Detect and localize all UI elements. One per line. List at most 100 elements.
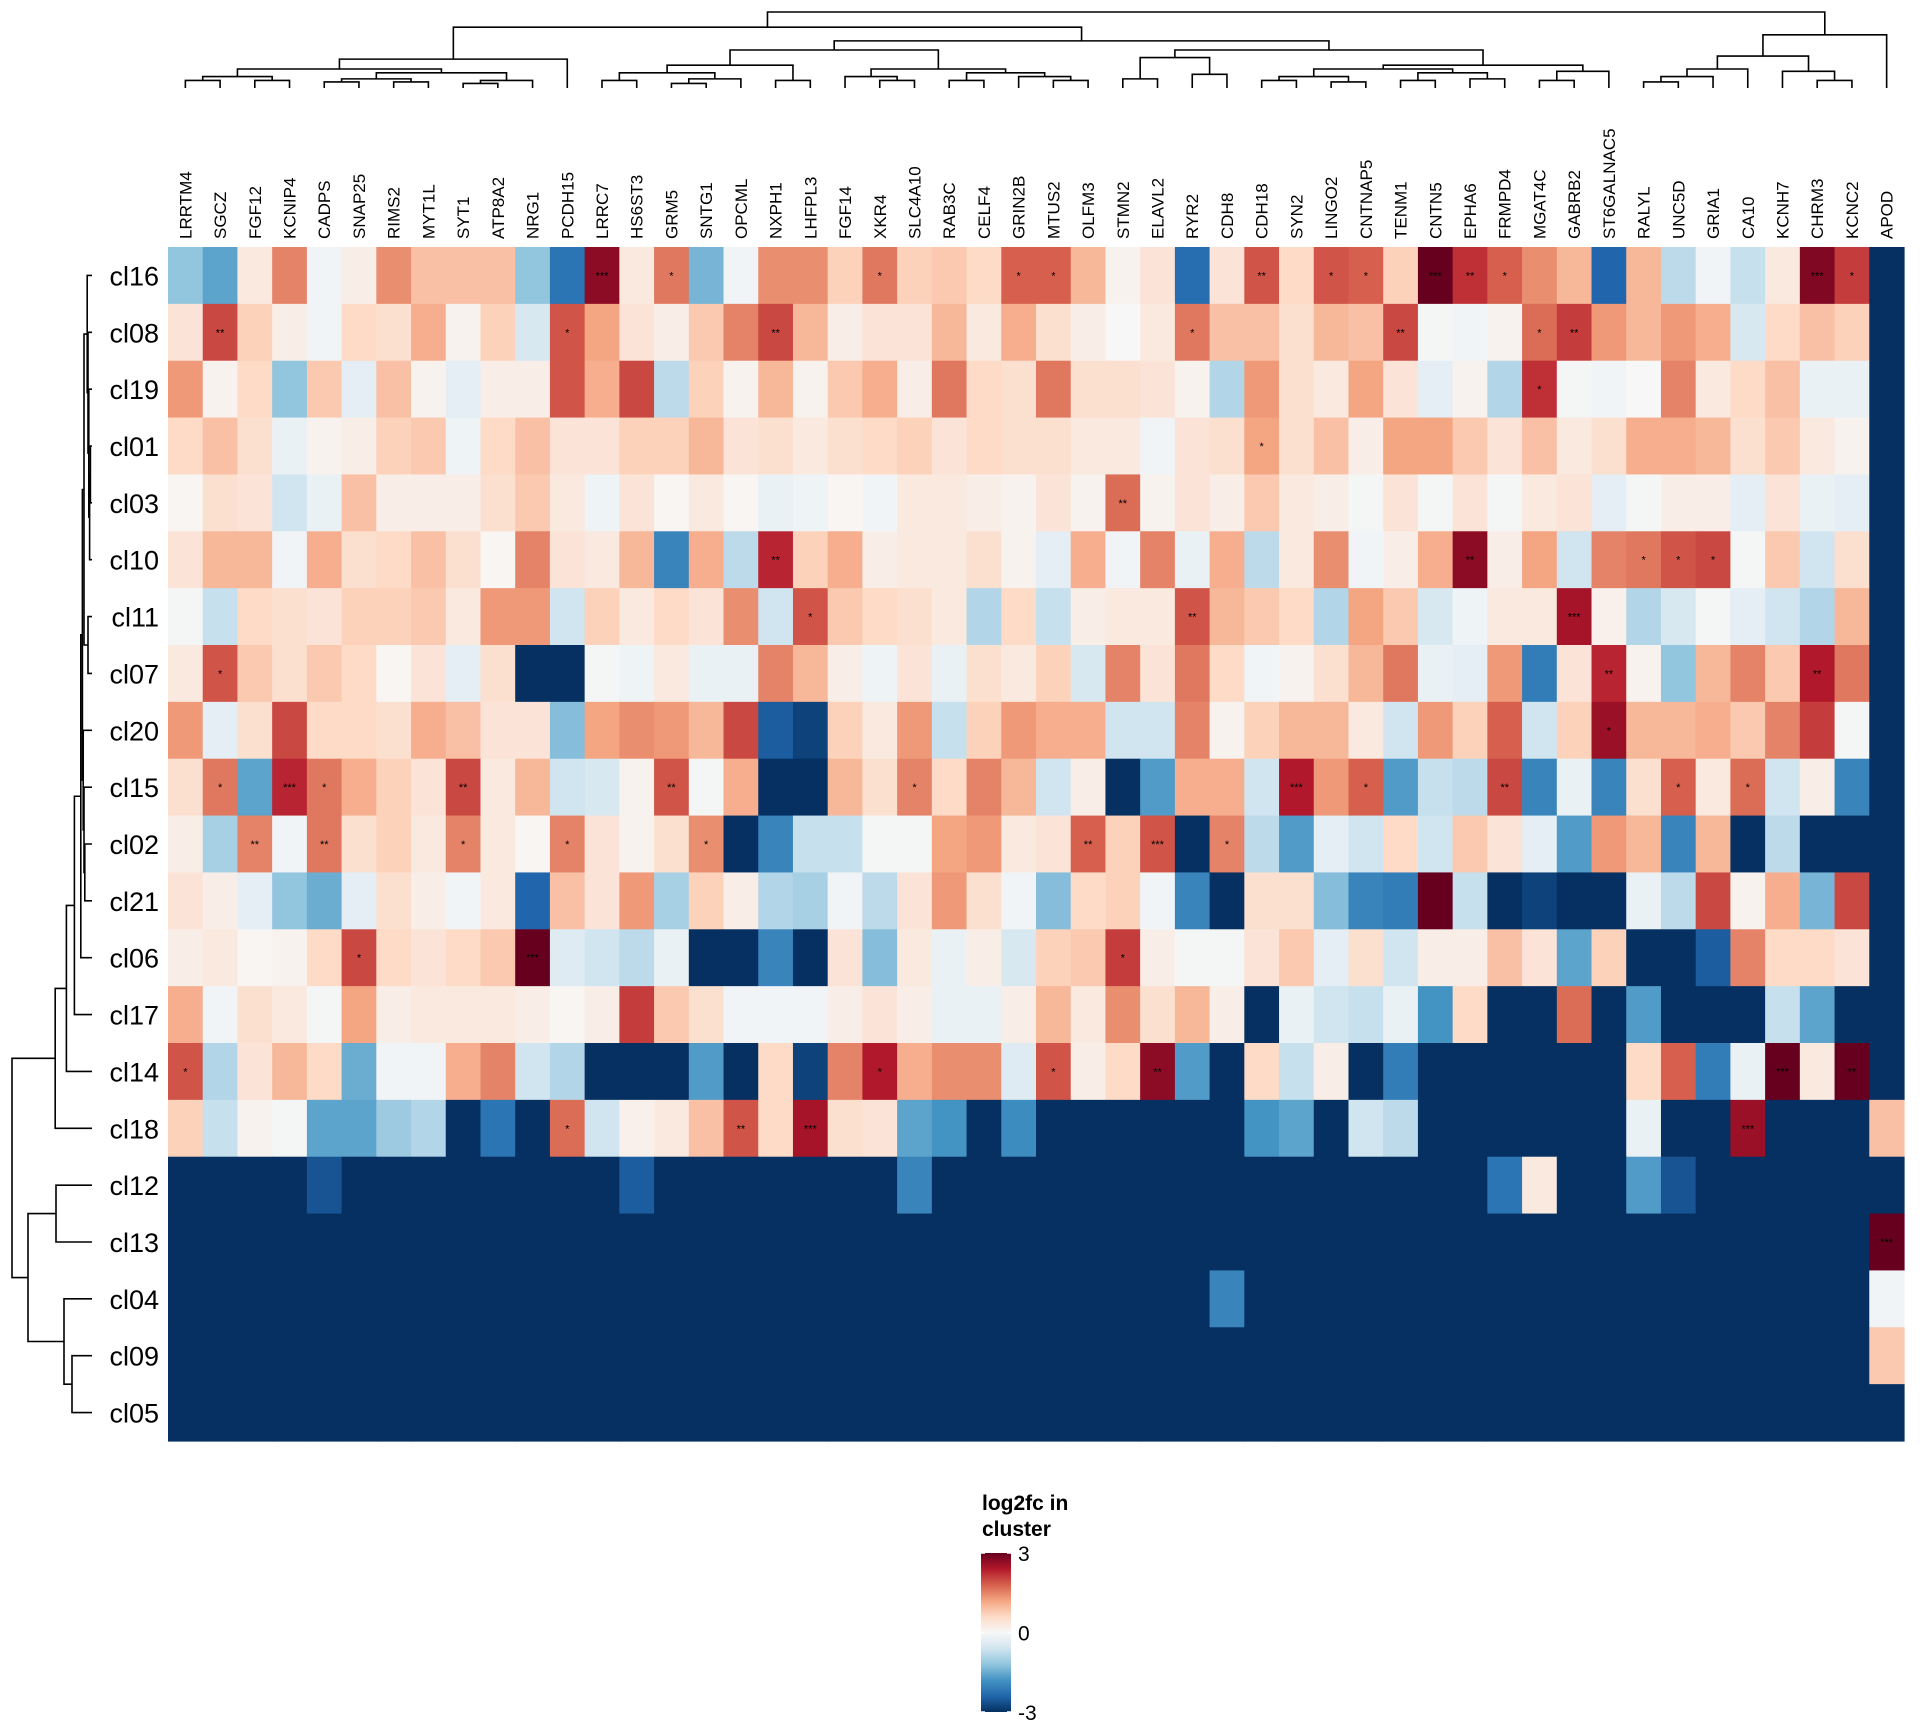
heatmap-cell-cl14-ELAVL2	[1140, 1043, 1176, 1101]
heatmap-cell-cl11-PCDH15	[549, 588, 586, 646]
row-label: cl06	[109, 944, 159, 974]
heatmap-cell-cl19-OPCML	[723, 360, 759, 419]
dendrogram-branch	[65, 904, 92, 1073]
heatmap-cell-cl20-SYT1	[445, 701, 482, 760]
heatmap-cell-cl20-CA10	[1730, 701, 1766, 760]
heatmap-cell-cl21-MTUS2	[1036, 872, 1072, 930]
heatmap-cell-cl15-KCNH7	[1765, 758, 1801, 817]
heatmap-cell-cl14-LRRC7	[584, 1043, 620, 1101]
row-label: cl14	[109, 1057, 159, 1087]
heatmap-cell-cl20-CNTNAP5	[1348, 701, 1384, 760]
heatmap-cell-cl21-UNC5D	[1660, 872, 1697, 930]
heatmap-cell-cl13-MYT1L	[411, 1213, 447, 1272]
heatmap-cell-cl20-SGCZ	[202, 701, 239, 760]
significance-mark: **	[771, 327, 780, 339]
heatmap-cell-cl13-FGF14	[827, 1213, 863, 1272]
heatmap-cell-cl18-RAB3C	[931, 1099, 968, 1158]
heatmap-cell-cl19-LINGO2	[1313, 360, 1350, 419]
heatmap-cell-cl09-OPCML	[723, 1327, 759, 1385]
column-label: GABRB2	[1565, 170, 1584, 239]
column-dendrogram	[184, 11, 1888, 88]
heatmap-cell-cl17-FGF12	[237, 986, 273, 1044]
heatmap-cell-cl18-GRIN2B	[1001, 1099, 1037, 1158]
heatmap-cell-cl13-SLC4A10	[897, 1213, 933, 1272]
heatmap-cell-cl21-GABRB2	[1556, 872, 1593, 930]
heatmap-cell-cl02-SGCZ	[202, 815, 239, 874]
heatmap-cell-cl09-GRIA1	[1695, 1327, 1731, 1385]
heatmap-cell-cl08-CADPS	[306, 303, 343, 362]
heatmap-cell-cl04-ST6GALNAC5	[1591, 1270, 1627, 1328]
heatmap-cell-cl13-UNC5D	[1660, 1213, 1697, 1272]
heatmap-cell-cl06-CHRM3	[1799, 929, 1836, 987]
significance-mark: *	[1537, 384, 1542, 396]
heatmap-cell-cl03-SNTG1	[688, 474, 725, 532]
heatmap-cell-cl20-ST6GALNAC5	[1591, 701, 1627, 760]
heatmap-cell-cl06-APOD	[1869, 929, 1905, 987]
heatmap-cell-cl13-SNTG1	[688, 1213, 725, 1272]
heatmap-cell-cl10-NXPH1	[758, 531, 794, 589]
heatmap-cell-cl14-SYN2	[1279, 1043, 1315, 1101]
heatmap-cell-cl03-GABRB2	[1556, 474, 1593, 532]
heatmap-cell-cl09-TENM1	[1383, 1327, 1419, 1385]
heatmap-cell-cl20-MTUS2	[1036, 701, 1072, 760]
dendrogram-branch	[452, 26, 1083, 60]
heatmap-cell-cl21-EPHA6	[1452, 872, 1488, 930]
heatmap-cell-cl16-GRIN2B	[1001, 247, 1037, 305]
heatmap-cell-cl07-GABRB2	[1556, 645, 1593, 703]
heatmap-cell-cl06-RIMS2	[376, 929, 412, 987]
heatmap-cell-cl12-ST6GALNAC5	[1591, 1156, 1627, 1215]
heatmap-cell-cl02-GRIN2B	[1001, 815, 1037, 874]
heatmap-cell-cl11-CNTNAP5	[1348, 588, 1384, 646]
heatmap-cell-cl21-SGCZ	[202, 872, 239, 930]
heatmap-cell-cl03-KCNC2	[1834, 474, 1870, 532]
heatmap-cell-cl09-KCNC2	[1834, 1327, 1870, 1385]
heatmap-cell-cl14-SGCZ	[202, 1043, 239, 1101]
heatmap-cell-cl15-SNAP25	[341, 758, 377, 817]
heatmap-cell-cl13-EPHA6	[1452, 1213, 1488, 1272]
heatmap-cell-cl12-CA10	[1730, 1156, 1766, 1215]
heatmap-cell-cl06-RALYL	[1626, 929, 1662, 987]
heatmap-cell-cl10-CADPS	[306, 531, 343, 589]
heatmap-cell-cl04-KCNH7	[1765, 1270, 1801, 1328]
heatmap-cell-cl15-LRRTM4	[168, 758, 204, 817]
heatmap-cell-cl17-APOD	[1869, 986, 1905, 1044]
heatmap-cell-cl13-LHFPL3	[792, 1213, 829, 1272]
heatmap-cell-cl11-LINGO2	[1313, 588, 1350, 646]
heatmap-cell-cl10-CDH8	[1209, 531, 1245, 589]
heatmap-cell-cl09-ELAVL2	[1140, 1327, 1176, 1385]
heatmap-cell-cl16-CDH18	[1244, 247, 1280, 305]
heatmap-cell-cl18-LRRTM4	[168, 1099, 204, 1158]
dendrogram-branch	[71, 1354, 92, 1414]
heatmap-cell-cl02-SNTG1	[688, 815, 725, 874]
heatmap-cell-cl16-ST6GALNAC5	[1591, 247, 1627, 305]
significance-mark: **	[1188, 612, 1197, 624]
heatmap-cell-cl11-CADPS	[306, 588, 343, 646]
heatmap-cell-cl20-LRRC7	[584, 701, 620, 760]
heatmap-cell-cl19-SLC4A10	[897, 360, 933, 419]
heatmap-cell-cl09-CNTNAP5	[1348, 1327, 1384, 1385]
heatmap-cell-cl15-TENM1	[1383, 758, 1419, 817]
heatmap-cell-cl07-SNTG1	[688, 645, 725, 703]
heatmap-cell-cl15-SGCZ	[202, 758, 239, 817]
column-label: ST6GALNAC5	[1600, 128, 1619, 239]
heatmap-cell-cl01-KCNC2	[1834, 417, 1870, 476]
heatmap-cell-cl10-ST6GALNAC5	[1591, 531, 1627, 589]
heatmap-cell-cl18-SYN2	[1279, 1099, 1315, 1158]
significance-mark: ***	[804, 1123, 818, 1135]
dendrogram-branch	[1191, 73, 1228, 88]
heatmap-cell-cl10-NRG1	[515, 531, 551, 589]
heatmap-cell-cl01-CADPS	[306, 417, 343, 476]
heatmap-cell-cl06-NXPH1	[758, 929, 794, 987]
heatmap-cell-cl19-CDH18	[1244, 360, 1280, 419]
heatmap-cell-cl20-CNTN5	[1417, 701, 1454, 760]
heatmap-cell-cl06-FGF14	[827, 929, 863, 987]
heatmap-cell-cl11-SYN2	[1279, 588, 1315, 646]
heatmap-cell-cl07-OPCML	[723, 645, 759, 703]
heatmap-cell-cl08-OLFM3	[1070, 303, 1107, 362]
heatmap-cell-cl09-RIMS2	[376, 1327, 412, 1385]
heatmap-cell-cl18-EPHA6	[1452, 1099, 1488, 1158]
heatmap-cell-cl02-KCNH7	[1765, 815, 1801, 874]
heatmap-cell-cl03-EPHA6	[1452, 474, 1488, 532]
significance-mark: ***	[1151, 839, 1165, 851]
dendrogram-branch	[1538, 79, 1575, 88]
